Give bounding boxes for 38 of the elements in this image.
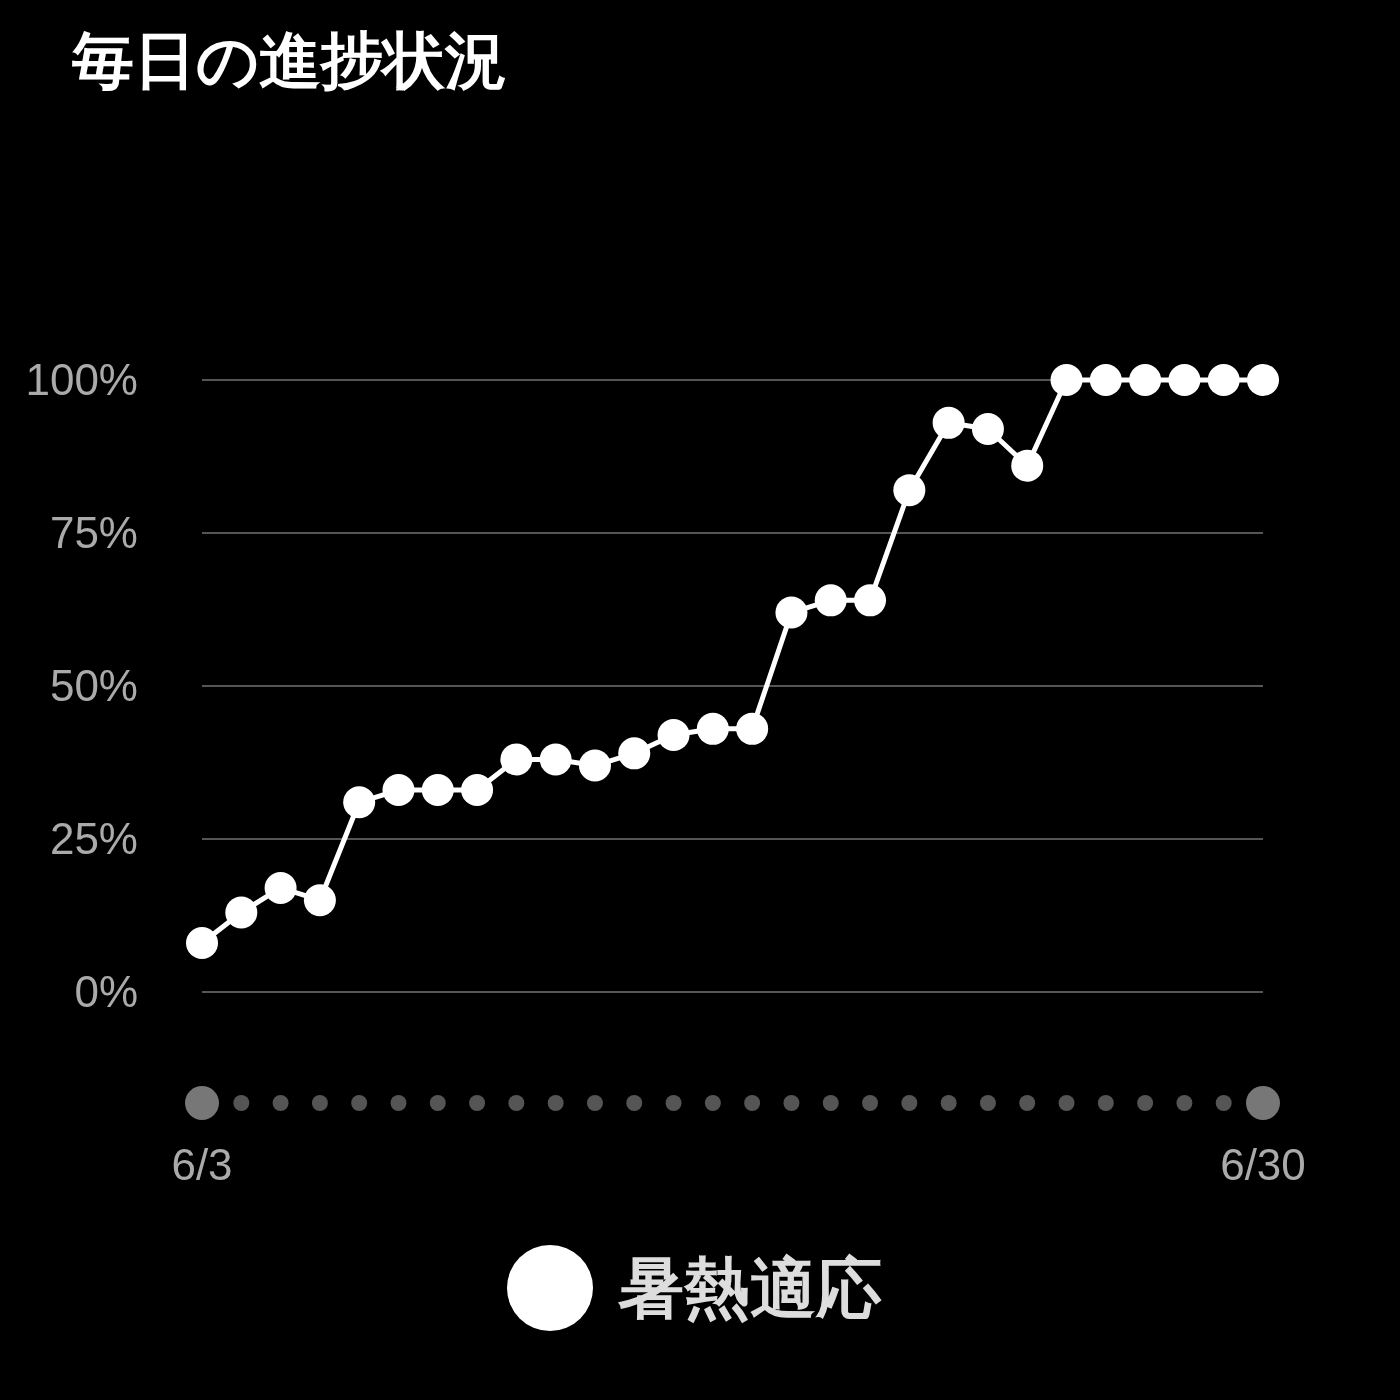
legend-label: 暑熱適応 xyxy=(617,1251,882,1325)
point xyxy=(1011,449,1044,482)
point xyxy=(618,737,651,770)
point xyxy=(264,871,297,904)
point xyxy=(382,774,415,807)
point xyxy=(971,412,1004,445)
point xyxy=(696,712,729,745)
legend: 暑熱適応 xyxy=(507,1245,882,1331)
chart-title: 毎日の進捗状況 xyxy=(71,26,507,95)
point xyxy=(657,718,690,751)
point xyxy=(893,474,926,507)
y-tick-label: 75% xyxy=(49,508,138,557)
point xyxy=(814,584,847,617)
y-tick-label: 0% xyxy=(74,967,138,1016)
point xyxy=(186,927,218,960)
point xyxy=(1129,364,1162,396)
point xyxy=(539,743,572,776)
y-tick-label: 50% xyxy=(49,661,138,710)
point xyxy=(1050,364,1083,396)
point xyxy=(1168,364,1201,396)
point xyxy=(303,884,336,917)
y-tick-label: 100% xyxy=(25,355,138,404)
point xyxy=(932,406,965,439)
point xyxy=(1247,364,1279,396)
point xyxy=(1207,364,1240,396)
y-tick-label: 25% xyxy=(49,814,138,863)
point xyxy=(225,896,258,929)
point xyxy=(1089,364,1122,396)
point xyxy=(775,596,808,629)
point xyxy=(578,749,611,782)
point xyxy=(343,786,376,819)
x-tick-label: 6/3 xyxy=(171,1140,233,1189)
x-tick-label: 6/30 xyxy=(1220,1140,1306,1189)
point xyxy=(736,712,769,745)
point xyxy=(500,743,533,776)
point xyxy=(461,774,494,807)
point xyxy=(854,584,887,617)
point xyxy=(421,774,454,807)
